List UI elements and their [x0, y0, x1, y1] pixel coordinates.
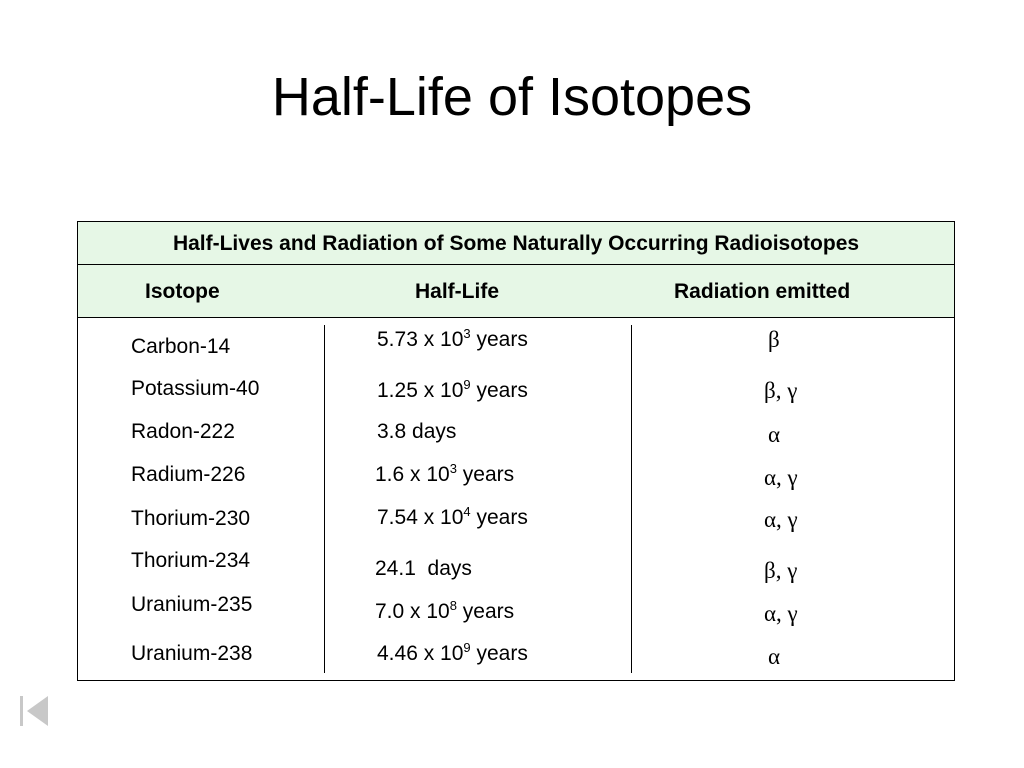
half-life-cell: 24.1 days	[375, 557, 472, 580]
radiation-cell: α	[768, 422, 781, 447]
header-half-life: Half-Life	[415, 280, 499, 303]
half-life-cell: 7.54 x 104 years	[377, 504, 528, 529]
radiation-cell: β, γ	[764, 558, 798, 583]
isotope-cell: Thorium-234	[131, 549, 251, 572]
isotope-table: Half-Lives and Radiation of Some Natural…	[77, 221, 955, 681]
half-life-cell: 1.6 x 103 years	[375, 461, 515, 486]
half-life-cell: 3.8 days	[377, 420, 457, 443]
half-life-cell: 1.25 x 109 years	[377, 377, 528, 402]
table-caption: Half-Lives and Radiation of Some Natural…	[78, 222, 954, 265]
isotope-cell: Radium-226	[131, 463, 246, 486]
half-life-cell: 7.0 x 108 years	[375, 598, 515, 623]
isotope-cell: Uranium-238	[131, 642, 253, 665]
header-radiation: Radiation emitted	[674, 280, 851, 303]
radiation-cell: α, γ	[764, 507, 798, 532]
half-life-cell: 5.73 x 103 years	[377, 326, 528, 351]
isotope-cell: Thorium-230	[131, 507, 251, 530]
slide-title: Half-Life of Isotopes	[271, 67, 753, 127]
isotope-cell: Radon-222	[131, 420, 235, 443]
radiation-cell: β, γ	[764, 378, 798, 403]
radiation-cell: β	[768, 327, 780, 352]
isotope-cell: Carbon-14	[131, 335, 231, 358]
first-slide-icon[interactable]	[18, 694, 52, 728]
isotope-cell: Uranium-235	[131, 593, 253, 616]
half-life-cell: 4.46 x 109 years	[377, 640, 528, 665]
table-header-row: Isotope Half-Life Radiation emitted	[78, 265, 954, 318]
radiation-cell: α, γ	[764, 601, 798, 626]
header-isotope: Isotope	[145, 280, 220, 303]
radiation-cell: α	[768, 644, 781, 669]
isotope-cell: Potassium-40	[131, 377, 260, 400]
column-divider	[324, 325, 325, 673]
column-divider	[631, 325, 632, 673]
radiation-cell: α, γ	[764, 465, 798, 490]
